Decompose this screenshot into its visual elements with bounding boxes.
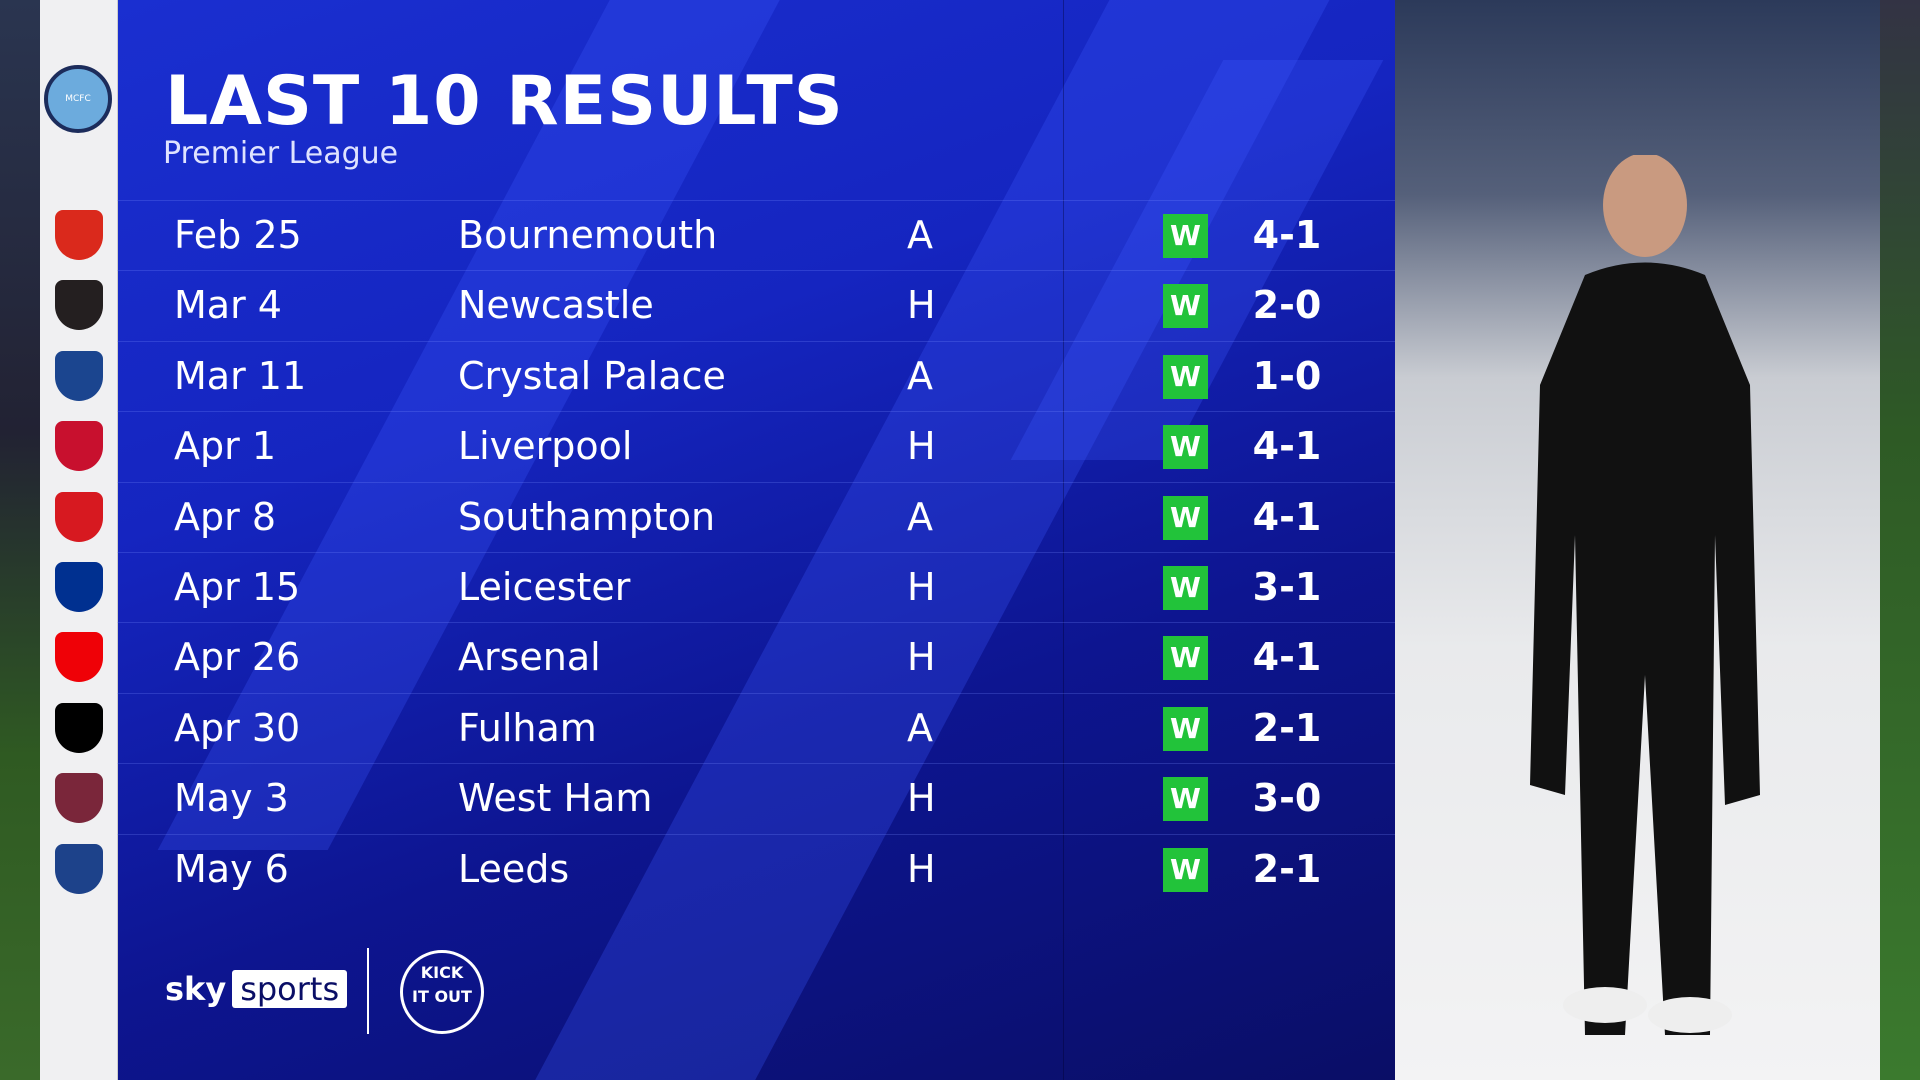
opponent-name: Arsenal [458,635,601,680]
results-panel [117,0,1395,1080]
score: 4-1 [1252,635,1322,680]
opponent-name: Newcastle [458,283,654,328]
stadium-background-right [1880,0,1920,1080]
opponent-name: Leeds [458,846,570,891]
score: 4-1 [1252,213,1322,257]
opponent-name: Liverpool [458,424,633,469]
opponent-crest-icon [55,350,103,401]
manager-photo [1395,0,1880,1080]
result-badge: W [1163,566,1208,610]
match-date: Apr 26 [174,635,301,680]
opponent-name: Crystal Palace [458,353,726,398]
result-row: May 3 West Ham H W 3-0 [117,763,1395,834]
opponent-crest-icon [55,421,103,472]
venue: H [907,424,936,469]
opponent-crest-icon [55,702,103,753]
sky-logo-text: sky [165,970,227,1008]
match-date: Apr 8 [174,494,276,539]
match-date: Feb 25 [174,213,302,257]
venue: H [907,283,936,328]
score: 2-1 [1252,705,1322,750]
stadium-background-left [0,0,40,1080]
opponent-name: Fulham [458,705,597,750]
opponent-crest-icon [55,210,103,260]
result-badge: W [1163,425,1208,470]
opponent-name: Southampton [458,494,716,539]
result-badge: W [1163,284,1208,329]
result-badge: W [1163,354,1208,399]
logo-divider [367,948,369,1034]
venue: A [907,494,933,539]
venue: H [907,776,936,821]
result-badge: W [1163,636,1208,681]
result-badge: W [1163,214,1208,258]
manager-figure-icon [1530,155,1760,1035]
result-row: Apr 15 Leicester H W 3-1 [117,552,1395,623]
result-row: Mar 4 Newcastle H W 2-0 [117,270,1395,341]
result-row: Apr 8 Southampton A W 4-1 [117,481,1395,553]
opponent-crest-icon [55,491,103,542]
match-date: May 6 [174,846,289,891]
result-badge: W [1163,495,1208,540]
sky-sports-logo: sky sports [165,970,348,1008]
score: 4-1 [1252,494,1322,539]
kick-it-out-text: KICK IT OUT [412,963,472,1006]
page-title: LAST 10 RESULTS [165,62,844,141]
venue: A [907,353,933,398]
match-date: Mar 4 [174,283,282,328]
result-row: May 6 Leeds H W 2-1 [117,833,1395,905]
opponent-crest-icon [55,280,103,331]
opponent-crest-icon [55,773,103,824]
venue: H [907,565,936,609]
score: 2-1 [1252,846,1322,891]
opponent-crest-icon [55,632,103,683]
match-date: Apr 1 [174,424,276,469]
result-row: Feb 25 Bournemouth A W 4-1 [117,200,1395,271]
venue: H [907,635,936,680]
result-row: Apr 26 Arsenal H W 4-1 [117,622,1395,693]
opponent-name: Leicester [458,565,631,609]
opponent-name: Bournemouth [458,213,718,257]
column-divider [1063,0,1064,1080]
result-row: Mar 11 Crystal Palace A W 1-0 [117,340,1395,412]
match-date: Apr 30 [174,705,301,750]
manchester-city-crest-icon: MCFC [44,65,112,133]
sports-logo-text: sports [232,970,348,1008]
result-badge: W [1163,847,1208,892]
opponent-crest-icon [55,562,103,612]
score: 3-1 [1252,565,1322,609]
match-date: Mar 11 [174,353,307,398]
venue: A [907,213,933,257]
score: 4-1 [1252,424,1322,469]
opponent-crest-icon [55,843,103,894]
opponent-name: West Ham [458,776,653,821]
result-badge: W [1163,777,1208,822]
venue: A [907,705,933,750]
match-date: May 3 [174,776,289,821]
venue: H [907,846,936,891]
kick-it-out-logo: KICK IT OUT [400,950,484,1034]
result-row: Apr 30 Fulham A W 2-1 [117,692,1395,764]
match-date: Apr 15 [174,565,301,609]
competition-subtitle: Premier League [163,136,399,171]
result-badge: W [1163,706,1208,751]
score: 3-0 [1252,776,1322,821]
result-row: Apr 1 Liverpool H W 4-1 [117,411,1395,482]
score: 1-0 [1252,353,1322,398]
score: 2-0 [1252,283,1322,328]
